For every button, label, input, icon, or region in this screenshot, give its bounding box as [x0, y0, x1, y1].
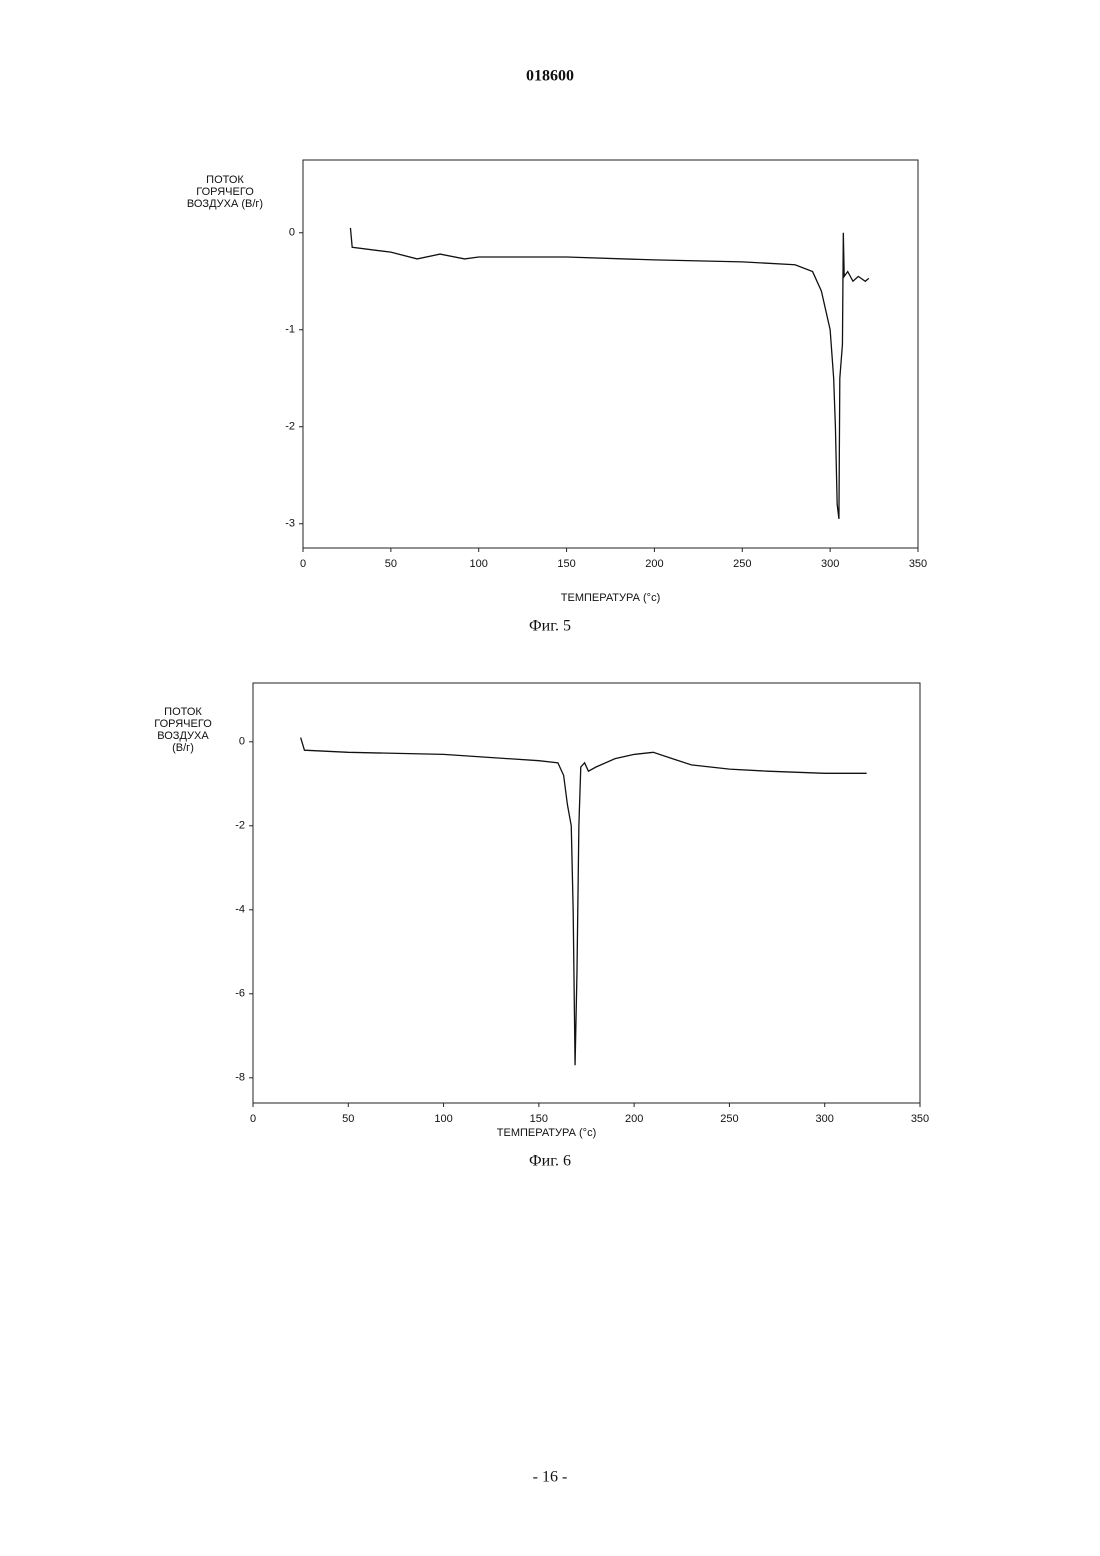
y-tick-label: -6: [235, 988, 245, 1000]
x-tick-label: 100: [434, 1113, 452, 1125]
y-axis-label: (В/г): [172, 742, 194, 754]
y-axis-label: ГОРЯЧЕГО: [154, 718, 212, 730]
x-tick-label: 300: [821, 558, 839, 570]
y-tick-label: -2: [235, 820, 245, 832]
x-tick-label: 350: [909, 558, 927, 570]
page: 018600 - 16 - -3 -2 -1 0 0 50 100 150 200 250 300 3…: [0, 0, 1100, 1556]
x-tick-label: 200: [625, 1113, 643, 1125]
x-tick-label: 50: [342, 1113, 354, 1125]
page-footer: - 16 -: [533, 1469, 568, 1486]
data-line: [350, 228, 868, 519]
y-axis-label: ГОРЯЧЕГО: [196, 186, 254, 198]
data-line: [301, 738, 867, 1066]
figure-caption: Фиг. 5: [529, 618, 571, 635]
figure-caption: Фиг. 6: [529, 1153, 571, 1170]
plot-frame: [303, 160, 918, 548]
x-tick-label: 100: [470, 558, 488, 570]
y-axis-label: ПОТОК: [206, 174, 244, 186]
x-axis-label: ТЕМПЕРАТУРА (°c): [497, 1127, 596, 1139]
document: 018600 - 16 - -3 -2 -1 0 0 50 100 150 200 250 300 3…: [0, 0, 1100, 1556]
x-tick-label: 50: [385, 558, 397, 570]
y-axis-label: ВОЗДУХА: [157, 730, 209, 742]
y-tick-label: -8: [235, 1072, 245, 1084]
x-tick-label: 200: [645, 558, 663, 570]
y-tick-label: -1: [285, 324, 295, 336]
x-axis-label: ТЕМПЕРАТУРА (°c): [561, 592, 660, 604]
y-tick-label: 0: [289, 227, 295, 239]
page-header: 018600: [526, 68, 574, 85]
x-tick-label: 250: [733, 558, 751, 570]
x-tick-label: 0: [300, 558, 306, 570]
y-tick-label: -2: [285, 421, 295, 433]
x-tick-label: 300: [816, 1113, 834, 1125]
x-tick-label: 250: [720, 1113, 738, 1125]
y-axis-label: ПОТОК: [164, 706, 202, 718]
plot-frame: [253, 683, 920, 1103]
x-tick-label: 150: [557, 558, 575, 570]
y-tick-label: -3: [285, 518, 295, 530]
y-tick-label: -4: [235, 904, 245, 916]
x-tick-label: 150: [530, 1113, 548, 1125]
x-tick-label: 0: [250, 1113, 256, 1125]
y-tick-label: 0: [239, 736, 245, 748]
x-tick-label: 350: [911, 1113, 929, 1125]
y-axis-label: ВОЗДУХА (В/г): [187, 198, 263, 210]
